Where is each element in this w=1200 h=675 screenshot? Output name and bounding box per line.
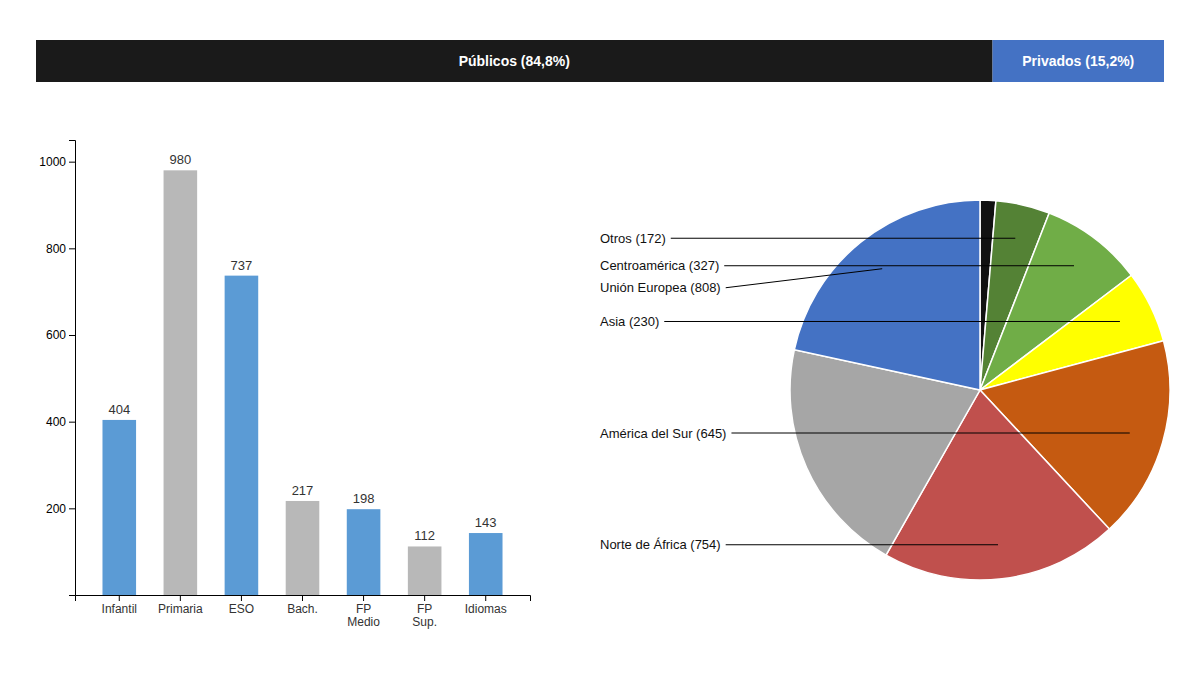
bar (286, 501, 320, 595)
y-tick-label: 800 (46, 242, 66, 256)
leader-line (724, 265, 1074, 266)
y-tick-label: 1000 (39, 155, 66, 169)
y-tick-label: 600 (46, 328, 66, 342)
data-labels: 404 980 737 217 198 112 143 (108, 152, 496, 543)
data-label: 217 (292, 483, 314, 498)
pie-label: Norte de África (754) (600, 537, 721, 552)
bar-segment (993, 40, 1164, 82)
x-tick-label: Primaria (158, 602, 203, 616)
leader-line (726, 544, 998, 545)
bar (347, 509, 381, 595)
y-tick-mark (69, 162, 75, 163)
data-label: 143 (475, 515, 497, 530)
bar-chart: 200 400 600 800 1000 Infantil Primaria ESO Bach.… (39, 141, 530, 630)
x-tick-mark (241, 595, 242, 601)
x-tick: Bach. (287, 595, 318, 616)
bar (102, 420, 136, 595)
pie-label: Centroamérica (327) (600, 258, 719, 273)
y-tick-mark (69, 248, 75, 249)
data-labels: Públicos (84,8%) Privados (15,2%) (459, 53, 1135, 69)
data-label: 737 (231, 258, 253, 273)
x-tick: Idiomas (465, 595, 507, 616)
y-tick-mark (69, 508, 75, 509)
data-label: Públicos (84,8%) (459, 53, 570, 69)
leader-line (731, 433, 1129, 434)
data-label: 198 (353, 491, 375, 506)
x-tick-mark (363, 595, 364, 601)
x-axis-line (76, 596, 531, 602)
x-tick: FPMedio (347, 595, 380, 629)
y-tick-label: 200 (46, 502, 66, 516)
bar (408, 546, 442, 595)
y-tick: 1000 (39, 155, 75, 169)
bar (225, 276, 259, 595)
y-tick: 600 (46, 328, 75, 342)
x-tick-label: Bach. (287, 602, 318, 616)
y-tick: 800 (46, 242, 75, 256)
data-label: 112 (414, 528, 435, 543)
data-label: 980 (170, 152, 192, 167)
x-tick-mark (302, 595, 303, 601)
x-tick: FPSup. (412, 595, 437, 629)
x-tick-label: Infantil (102, 602, 137, 616)
y-tick: 200 (46, 502, 75, 516)
x-tick-label: FPMedio (347, 602, 380, 630)
y-axis-line (69, 141, 76, 596)
bar-segment (36, 40, 993, 82)
x-tick-label: Idiomas (465, 602, 507, 616)
x-tick-mark (485, 595, 486, 601)
x-tick-mark (180, 595, 181, 601)
plot-area (102, 170, 502, 595)
x-tick: ESO (229, 595, 254, 616)
pie-slice (794, 200, 980, 390)
data-label: 404 (108, 402, 130, 417)
x-axis: Infantil Primaria ESO Bach. FPMedio FPSup. Idi… (76, 595, 531, 629)
x-tick: Infantil (102, 595, 137, 616)
y-tick-mark (69, 422, 75, 423)
pie-label: Unión Europea (808) (600, 280, 721, 295)
pie-slices (790, 200, 1170, 580)
chart-root: Públicos (84,8%) Privados (15,2%) 200 400 60… (0, 0, 1200, 675)
stacked-bar-chart: Públicos (84,8%) Privados (15,2%) (36, 40, 1164, 82)
pie-label: Asia (230) (600, 314, 659, 329)
x-tick-label: ESO (229, 602, 254, 616)
pie-label: América del Sur (645) (600, 426, 726, 441)
x-tick-mark (424, 595, 425, 601)
y-tick-mark (69, 335, 75, 336)
pie-labels: Otros (172) Centroamérica (327) Unión Euro… (600, 231, 1130, 553)
pie-chart: Otros (172) Centroamérica (327) Unión Euro… (600, 200, 1170, 580)
leader-line (664, 321, 1120, 322)
x-tick-mark (119, 595, 120, 601)
bar (164, 170, 198, 595)
data-label: Privados (15,2%) (1022, 53, 1134, 69)
y-tick-label: 400 (46, 415, 66, 429)
x-tick: Primaria (158, 595, 203, 616)
pie-label: Otros (172) (600, 231, 666, 246)
y-axis: 200 400 600 800 1000 (39, 141, 75, 596)
y-tick: 400 (46, 415, 75, 429)
leader-line (726, 269, 882, 288)
leader-line (671, 238, 1016, 239)
plot-area (36, 40, 1164, 82)
bar (469, 533, 503, 595)
x-tick-label: FPSup. (412, 602, 437, 630)
